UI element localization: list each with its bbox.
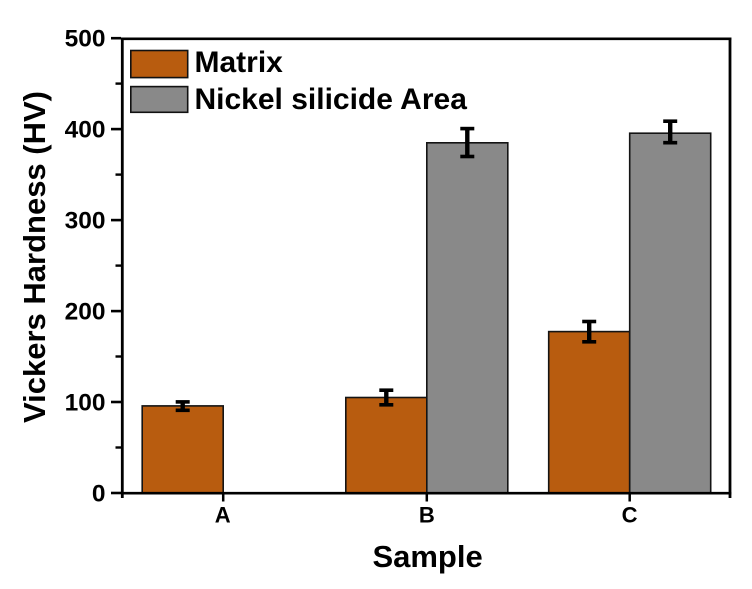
svg-text:200: 200 bbox=[65, 299, 106, 326]
svg-text:500: 500 bbox=[65, 26, 106, 53]
svg-text:Vickers Hardness (HV): Vickers Hardness (HV) bbox=[17, 91, 52, 423]
svg-text:B: B bbox=[419, 503, 435, 528]
svg-text:A: A bbox=[215, 503, 231, 528]
svg-text:100: 100 bbox=[65, 389, 106, 416]
svg-text:Matrix: Matrix bbox=[195, 46, 284, 79]
svg-text:0: 0 bbox=[92, 480, 106, 507]
svg-text:300: 300 bbox=[65, 208, 106, 235]
svg-text:400: 400 bbox=[65, 117, 106, 144]
svg-text:C: C bbox=[622, 503, 638, 528]
svg-text:Nickel silicide Area: Nickel silicide Area bbox=[195, 83, 468, 116]
svg-text:Sample: Sample bbox=[372, 539, 482, 574]
